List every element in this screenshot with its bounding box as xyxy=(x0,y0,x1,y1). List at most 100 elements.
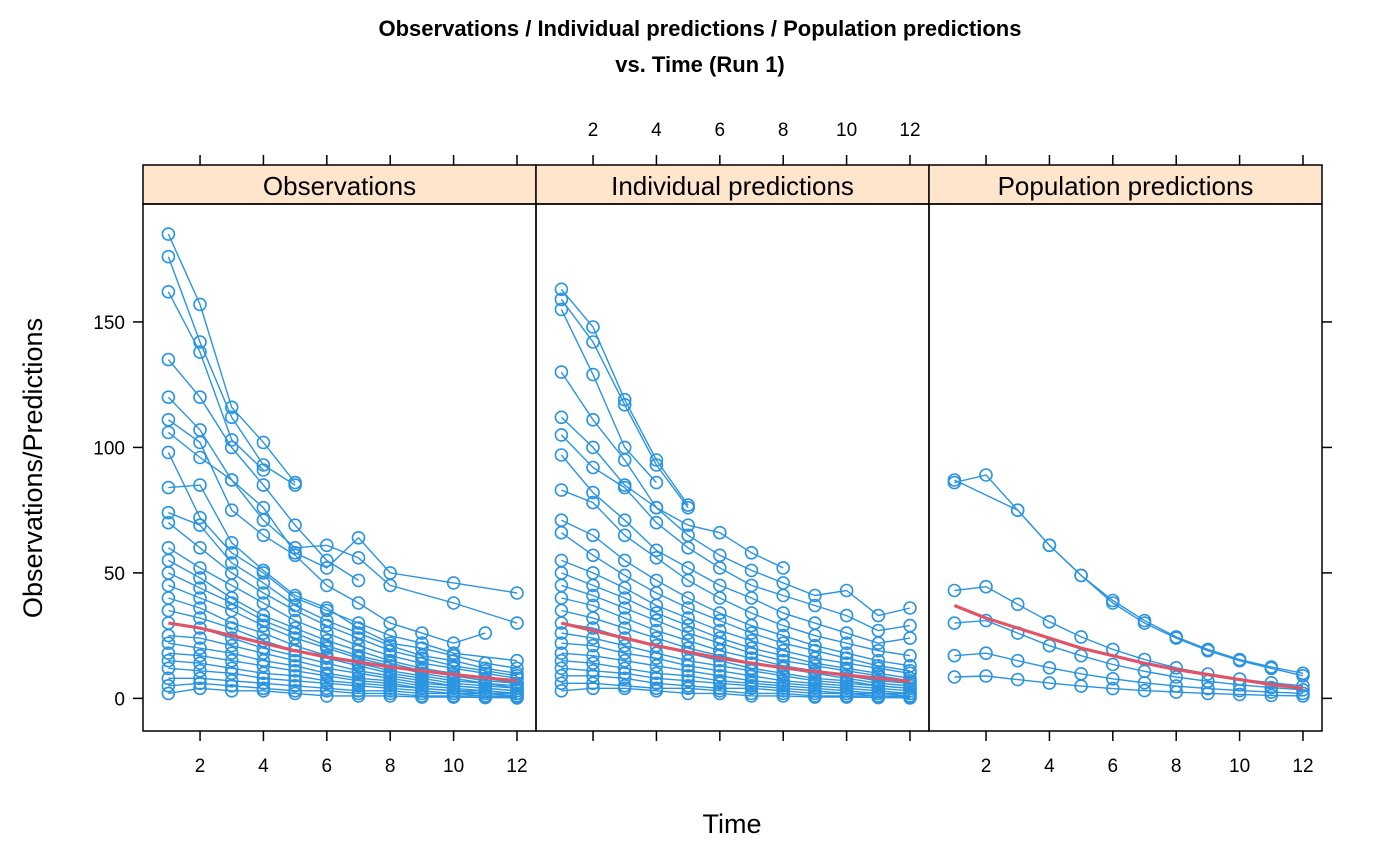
series-line xyxy=(168,512,518,674)
data-point xyxy=(256,586,271,600)
series-2-4 xyxy=(554,365,791,575)
data-point xyxy=(351,616,366,630)
data-point xyxy=(1201,681,1215,696)
data-point xyxy=(586,528,600,543)
data-point xyxy=(256,676,271,691)
x-tick-label: 6 xyxy=(322,756,333,777)
data-point xyxy=(839,608,854,623)
data-point xyxy=(1264,661,1279,676)
data-point xyxy=(586,460,600,475)
series-3-1 xyxy=(947,468,1310,681)
data-point xyxy=(649,606,664,620)
series-line xyxy=(560,288,689,506)
series-line xyxy=(167,291,264,471)
data-point xyxy=(161,671,176,686)
data-point xyxy=(903,691,917,705)
data-point xyxy=(288,678,302,693)
x-tick-label: 2 xyxy=(195,756,206,777)
x-axis-label: Time xyxy=(703,809,762,839)
data-point xyxy=(224,646,239,661)
strip-label-2: Individual predictions xyxy=(611,171,854,201)
data-point xyxy=(744,641,759,656)
data-point xyxy=(681,518,695,533)
data-point xyxy=(224,440,239,455)
series-2-5 xyxy=(554,410,917,623)
smooth-line-2 xyxy=(561,621,911,683)
data-point xyxy=(554,646,569,661)
series-1-7 xyxy=(161,425,524,630)
data-point xyxy=(871,636,886,651)
series-line xyxy=(167,419,486,644)
data-point xyxy=(1106,596,1120,610)
data-point xyxy=(224,673,239,688)
data-point xyxy=(871,608,886,623)
data-point xyxy=(193,561,207,575)
data-point xyxy=(193,518,207,533)
data-point xyxy=(224,556,239,570)
data-point xyxy=(681,591,695,605)
data-point xyxy=(319,578,334,593)
data-point xyxy=(1201,686,1215,701)
data-point xyxy=(1074,568,1088,583)
data-point xyxy=(193,540,207,555)
data-point xyxy=(193,656,207,671)
chart-title-line-1: Observations / Individual predictions / … xyxy=(379,16,1022,41)
data-point xyxy=(776,689,791,703)
data-point xyxy=(586,681,600,696)
data-point xyxy=(161,646,176,661)
data-point xyxy=(617,661,632,676)
series-1-2 xyxy=(161,249,302,492)
series-3-6 xyxy=(947,669,1310,703)
data-point xyxy=(256,513,271,528)
x-tick-label: 4 xyxy=(651,120,662,141)
data-point xyxy=(161,480,176,495)
data-point xyxy=(510,691,524,705)
data-point xyxy=(776,618,791,633)
series-line xyxy=(167,396,518,594)
data-point xyxy=(586,578,600,593)
data-point xyxy=(193,601,207,615)
data-point xyxy=(712,561,727,575)
strip-1 xyxy=(142,164,537,205)
data-point xyxy=(1232,683,1247,698)
data-point xyxy=(649,550,664,565)
data-point xyxy=(383,648,398,663)
data-point xyxy=(1074,679,1088,693)
data-point xyxy=(1137,683,1152,698)
x-tick-label: 8 xyxy=(778,120,789,141)
data-point xyxy=(383,638,398,653)
data-point xyxy=(681,663,695,678)
series-line xyxy=(167,233,296,484)
data-point xyxy=(744,681,759,696)
data-point xyxy=(351,689,366,703)
series-line xyxy=(954,479,1304,677)
data-point xyxy=(161,686,176,701)
data-point xyxy=(256,528,271,543)
data-point xyxy=(256,666,271,681)
data-point xyxy=(776,588,791,603)
data-point xyxy=(871,643,886,658)
series-1-6 xyxy=(161,412,493,651)
data-point xyxy=(351,678,366,693)
data-point xyxy=(510,616,524,630)
x-tick-label: 8 xyxy=(385,756,396,777)
data-point xyxy=(839,583,854,598)
data-point xyxy=(554,676,569,691)
data-point xyxy=(161,227,176,241)
data-point xyxy=(446,596,461,610)
smooth-line-3 xyxy=(953,604,1304,690)
data-point xyxy=(744,591,759,605)
data-point xyxy=(224,433,239,447)
data-point xyxy=(288,548,302,563)
data-point xyxy=(193,681,207,696)
series-2-14 xyxy=(554,591,917,691)
data-point xyxy=(351,530,366,545)
data-point xyxy=(554,302,569,317)
data-point xyxy=(288,603,302,618)
data-point xyxy=(744,618,759,633)
data-point xyxy=(649,676,664,691)
panel-2: Individual predictions 2 4 6 8 10 12 xyxy=(535,120,930,741)
data-point xyxy=(193,581,207,595)
data-point xyxy=(288,686,302,701)
data-point xyxy=(256,463,271,477)
